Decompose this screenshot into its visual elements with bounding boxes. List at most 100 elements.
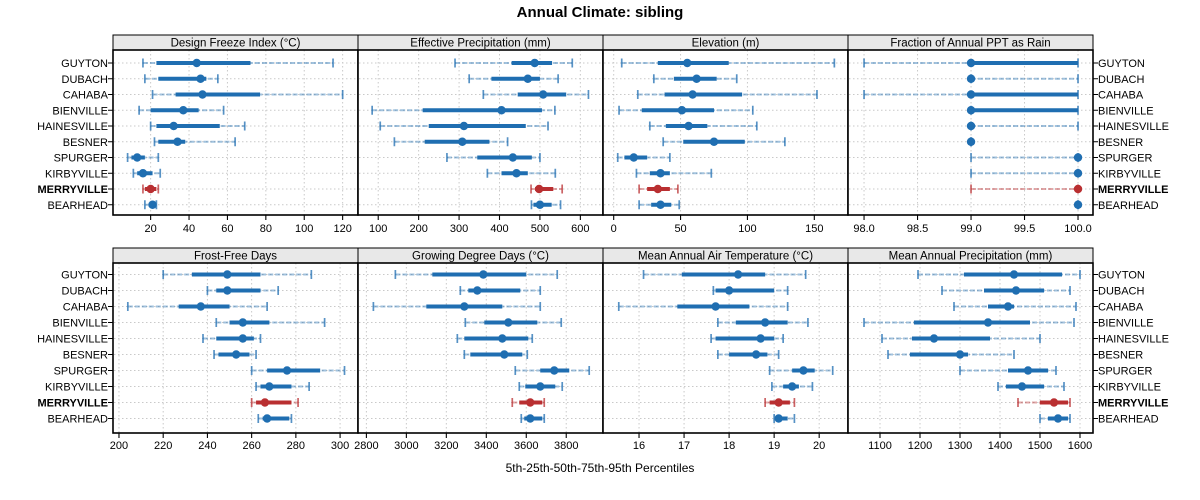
median-dot bbox=[684, 121, 693, 131]
row-label-left: MERRYVILLE bbox=[38, 184, 109, 196]
median-dot bbox=[955, 350, 965, 359]
median-dot bbox=[733, 270, 743, 279]
median-dot bbox=[929, 334, 939, 343]
median-dot bbox=[653, 184, 663, 194]
x-axis-tick-label: 260 bbox=[242, 440, 260, 452]
median-dot bbox=[530, 58, 539, 68]
row-label-left: SPURGER bbox=[54, 366, 108, 378]
x-axis-tick-label: 400 bbox=[490, 223, 508, 235]
row-label-left: GUYTON bbox=[61, 58, 108, 70]
median-dot bbox=[260, 398, 270, 407]
median-dot bbox=[1009, 270, 1019, 279]
page-title: Annual Climate: sibling bbox=[516, 4, 684, 21]
x-axis-tick-label: 500 bbox=[531, 223, 549, 235]
median-dot bbox=[656, 200, 665, 209]
row-label-left: BIENVILLE bbox=[52, 105, 108, 117]
median-dot bbox=[535, 200, 545, 209]
row-label-left: MERRYVILLE bbox=[38, 398, 109, 410]
x-axis-tick-label: 120 bbox=[333, 223, 351, 235]
row-label-right: BEARHEAD bbox=[1098, 200, 1159, 212]
x-axis-tick-label: 1600 bbox=[1068, 440, 1092, 452]
x-axis-tick-label: 18 bbox=[723, 440, 735, 452]
median-dot bbox=[1023, 366, 1033, 375]
median-dot bbox=[132, 153, 142, 162]
median-dot bbox=[536, 382, 545, 391]
x-axis-tick-label: 1400 bbox=[988, 440, 1012, 452]
median-dot bbox=[538, 90, 548, 99]
x-axis-tick-label: 3000 bbox=[394, 440, 418, 452]
median-dot bbox=[1073, 184, 1083, 194]
x-axis-tick-label: 240 bbox=[198, 440, 216, 452]
row-label-left: BESNER bbox=[63, 137, 108, 149]
median-dot bbox=[683, 58, 692, 68]
panel: Mean Annual Air Temperature (°C) 16 17 18 19… bbox=[602, 247, 849, 452]
median-dot bbox=[751, 350, 761, 359]
panel: Elevation (m) 0 50 100 150 bbox=[602, 34, 849, 235]
median-dot bbox=[966, 74, 976, 83]
panel-title: Design Freeze Index (°C) bbox=[171, 38, 301, 50]
x-axis-tick-label: 60 bbox=[221, 223, 233, 235]
row-label-left: SPURGER bbox=[54, 153, 108, 165]
panel-title: Frost-Free Days bbox=[194, 251, 277, 263]
x-axis-tick-label: 3600 bbox=[514, 440, 538, 452]
x-axis-tick-label: 220 bbox=[154, 440, 172, 452]
median-dot bbox=[479, 270, 488, 279]
median-dot bbox=[983, 318, 993, 327]
x-axis-tick-label: 98.5 bbox=[907, 223, 928, 235]
row-label-right: KIRBYVILLE bbox=[1098, 382, 1161, 394]
row-label-right: GUYTON bbox=[1098, 58, 1145, 70]
x-axis-tick-label: 200 bbox=[409, 223, 427, 235]
median-dot bbox=[526, 398, 535, 407]
row-label-right: MERRYVILLE bbox=[1098, 184, 1169, 196]
median-dot bbox=[169, 121, 178, 131]
median-dot bbox=[460, 302, 469, 311]
median-dot bbox=[459, 121, 469, 131]
panel-border bbox=[847, 262, 1094, 434]
median-dot bbox=[238, 334, 247, 343]
panel-body bbox=[603, 50, 848, 215]
panel-title: Growing Degree Days (°C) bbox=[412, 251, 549, 263]
panel-border bbox=[847, 49, 1094, 216]
row-label-right: HAINESVILLE bbox=[1098, 121, 1169, 133]
row-label-left: BESNER bbox=[63, 350, 108, 362]
median-dot bbox=[179, 106, 188, 115]
x-axis-tick-label: 80 bbox=[260, 223, 272, 235]
median-dot bbox=[138, 169, 148, 178]
panel-title: Mean Annual Air Temperature (°C) bbox=[638, 251, 813, 263]
row-label-left: KIRBYVILLE bbox=[45, 168, 108, 180]
x-axis-tick-label: 99.0 bbox=[960, 223, 981, 235]
median-dot bbox=[711, 302, 720, 311]
x-axis-tick-label: 600 bbox=[571, 223, 589, 235]
x-axis-tick-label: 1100 bbox=[868, 440, 892, 452]
median-dot bbox=[724, 286, 734, 295]
row-label-left: DUBACH bbox=[62, 286, 109, 298]
row-label-right: CAHABA bbox=[1098, 90, 1144, 102]
x-axis-tick-label: 200 bbox=[110, 440, 128, 452]
x-axis-tick-label: 3800 bbox=[554, 440, 578, 452]
row-label-left: BEARHEAD bbox=[47, 200, 108, 212]
median-dot bbox=[196, 74, 205, 83]
row-label-right: BEARHEAD bbox=[1098, 414, 1159, 426]
median-dot bbox=[688, 90, 697, 99]
median-dot bbox=[223, 270, 232, 279]
median-dot bbox=[1073, 169, 1083, 178]
row-label-right: BESNER bbox=[1098, 350, 1143, 362]
median-dot bbox=[523, 74, 533, 83]
panel-title: Elevation (m) bbox=[692, 38, 760, 50]
x-axis-tick-label: 100.0 bbox=[1064, 223, 1092, 235]
row-label-right: SPURGER bbox=[1098, 153, 1152, 165]
row-label-left: GUYTON bbox=[61, 270, 108, 282]
median-dot bbox=[966, 106, 976, 115]
median-dot bbox=[1073, 200, 1083, 209]
panel: Design Freeze Index (°C) 20 40 60 80 100 120 bbox=[112, 34, 359, 235]
median-dot bbox=[148, 200, 157, 209]
x-axis-tick-label: 1500 bbox=[1028, 440, 1052, 452]
median-dot bbox=[677, 106, 687, 115]
x-axis-tick-label: 300 bbox=[331, 440, 349, 452]
x-axis-tick-label: 280 bbox=[287, 440, 305, 452]
x-axis-tick-label: 100 bbox=[295, 223, 313, 235]
row-label-right: DUBACH bbox=[1098, 74, 1145, 86]
median-dot bbox=[282, 366, 292, 375]
median-dot bbox=[799, 366, 808, 375]
